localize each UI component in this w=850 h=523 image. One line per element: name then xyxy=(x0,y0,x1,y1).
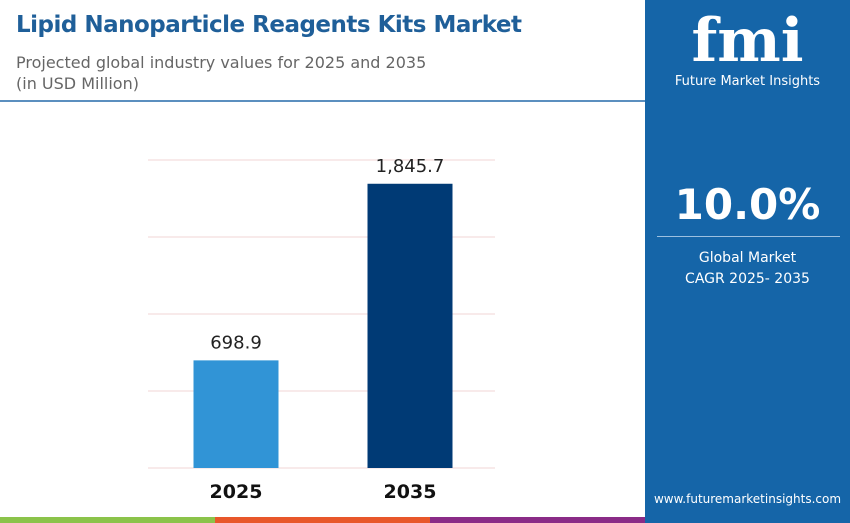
chart-subtitle: Projected global industry values for 202… xyxy=(16,52,426,94)
bar-2025 xyxy=(193,360,279,468)
subtitle-text: Projected global industry values for 202… xyxy=(16,53,427,72)
data-label: 698.9 xyxy=(210,332,262,353)
cagr-label: Global Market CAGR 2025- 2035 xyxy=(645,248,850,290)
cagr-value: 10.0% xyxy=(674,180,821,229)
logo-mark: fmi xyxy=(691,6,804,76)
bar-chart: 698.9 2025 1,845.7 2035 xyxy=(148,156,495,503)
title-rule xyxy=(0,100,645,102)
x-tick-label: 2025 xyxy=(210,481,263,503)
side-panel: fmi Future Market Insights 10.0% Global … xyxy=(645,0,850,523)
divider xyxy=(657,236,840,237)
stripe-orange xyxy=(215,517,430,523)
x-tick-label: 2035 xyxy=(384,481,437,503)
data-label: 1,845.7 xyxy=(376,156,445,177)
cagr-label-1: Global Market xyxy=(698,250,797,266)
brand-name: Future Market Insights xyxy=(674,74,821,89)
stripe-green xyxy=(0,517,215,523)
unit-text: (in USD Million) xyxy=(16,74,139,93)
stripe-purple xyxy=(430,517,645,523)
website-link[interactable]: www.futuremarketinsights.com xyxy=(653,492,842,506)
cagr-label-2: CAGR 2025- 2035 xyxy=(685,271,810,287)
chart-title: Lipid Nanoparticle Reagents Kits Market xyxy=(16,12,522,38)
fmi-logo: fmi Future Market Insights xyxy=(645,8,850,89)
bar-2035 xyxy=(367,183,453,468)
